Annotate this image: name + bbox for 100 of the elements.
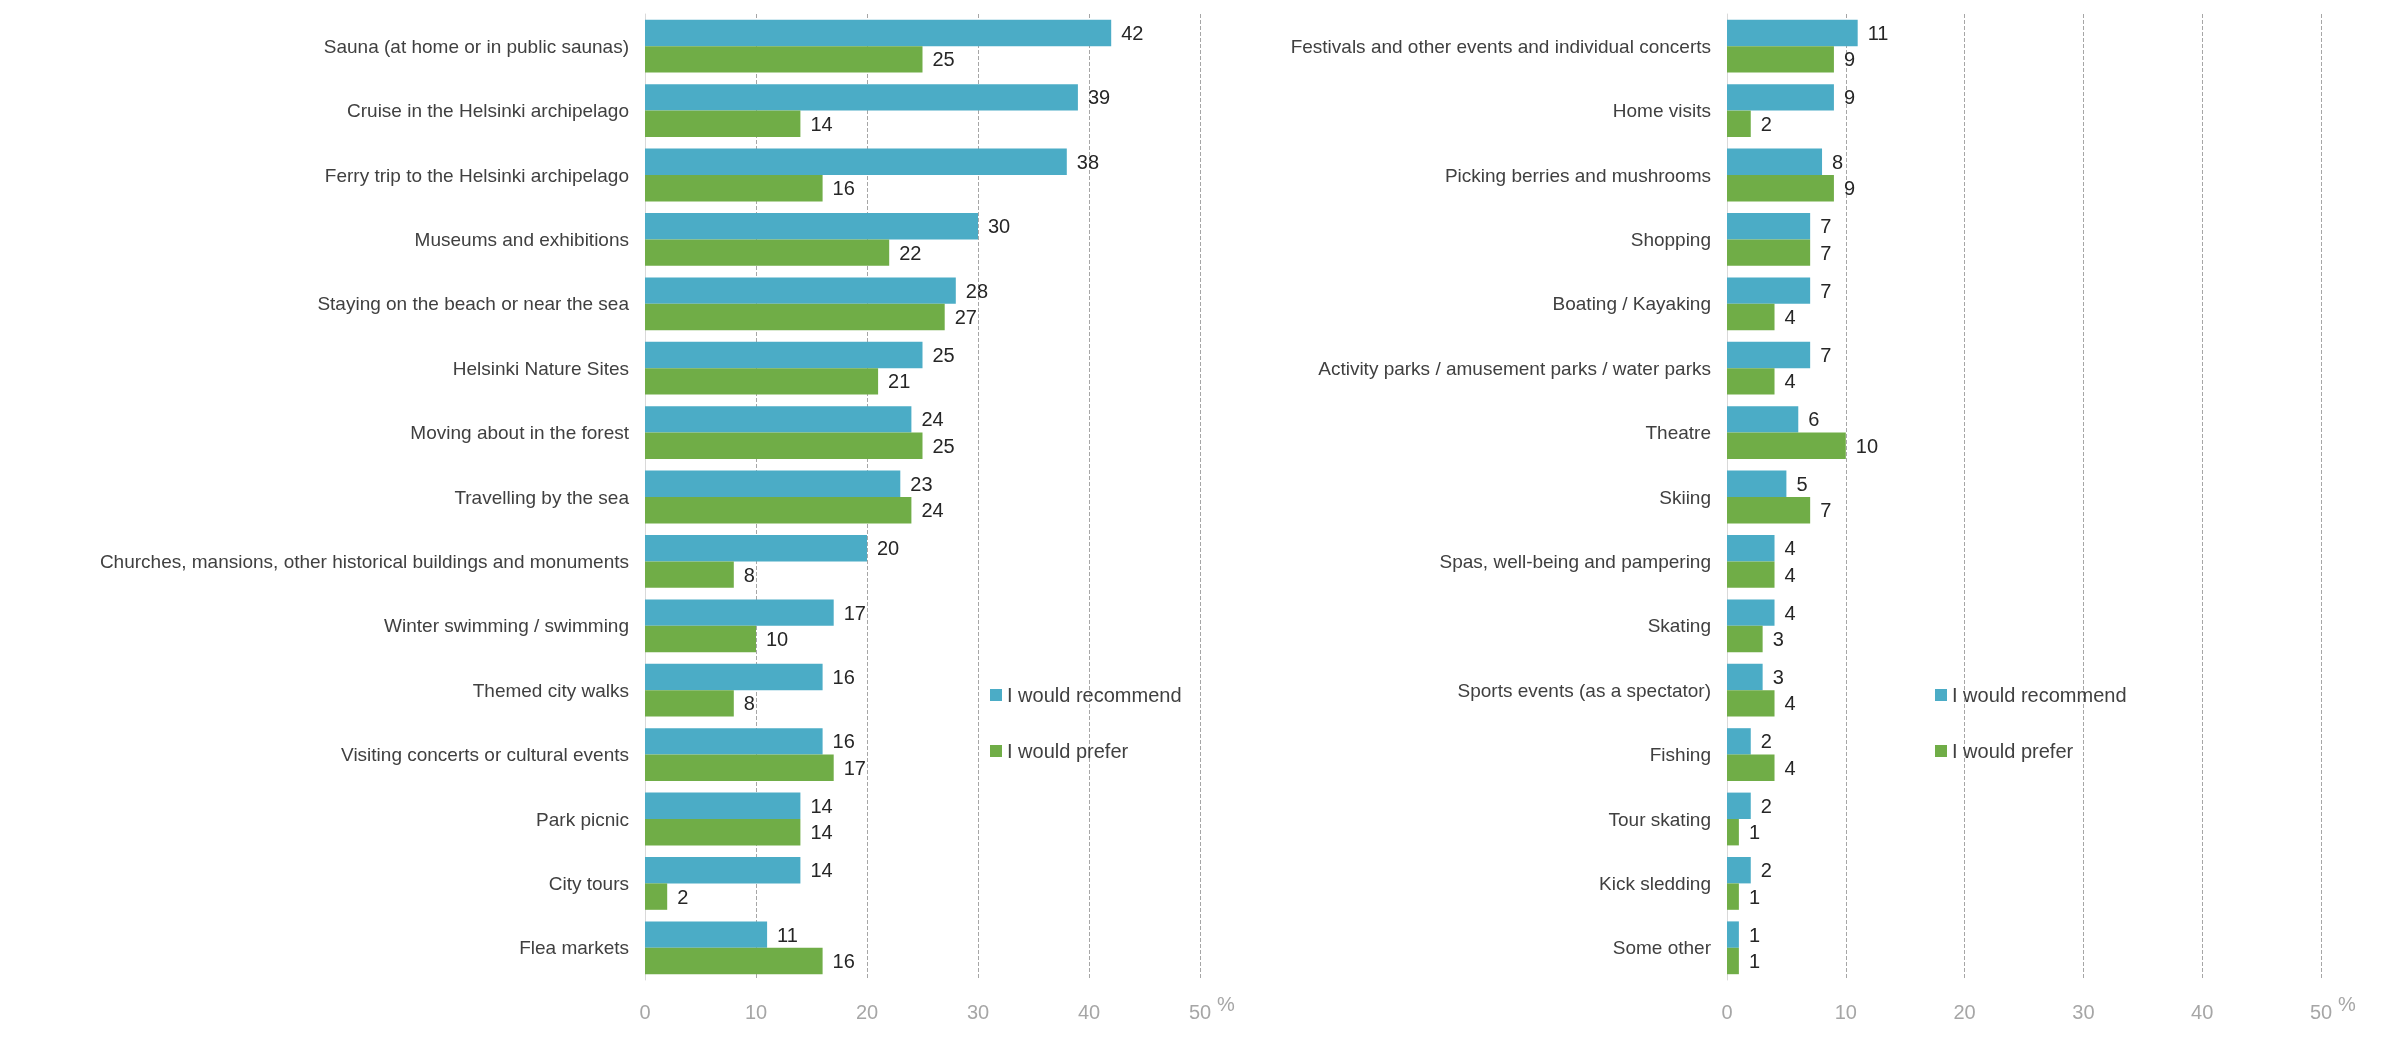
- y-tick-label: Fishing: [1649, 744, 1711, 766]
- data-label: 16: [832, 666, 855, 688]
- bar: [645, 792, 801, 819]
- data-label: 5: [1796, 472, 1808, 495]
- bar: [1727, 535, 1775, 562]
- data-label: 4: [1784, 537, 1796, 560]
- data-label: 8: [743, 692, 755, 715]
- bar: [645, 883, 668, 910]
- x-tick-label: 20: [1953, 1001, 1976, 1023]
- data-label: 8: [743, 563, 755, 586]
- bar: [645, 303, 945, 331]
- data-label: 1: [1748, 885, 1761, 908]
- bar: [645, 19, 1112, 47]
- data-label: 4: [1784, 370, 1796, 393]
- bar: [1727, 625, 1763, 653]
- data-label: 4: [1784, 563, 1796, 586]
- bar: [1727, 148, 1823, 175]
- x-tick-label: 50: [1188, 1001, 1212, 1023]
- bar: [1727, 213, 1811, 240]
- bar: [1727, 599, 1775, 626]
- x-tick-label: 10: [744, 1001, 768, 1023]
- data-label: 38: [1076, 150, 1100, 173]
- bar: [1727, 470, 1787, 497]
- data-label: 14: [810, 112, 833, 135]
- data-label: 25: [932, 48, 955, 71]
- data-label: 4: [1784, 692, 1796, 715]
- x-tick-label: 20: [855, 1001, 879, 1023]
- bar: [645, 921, 768, 948]
- bar: [645, 561, 734, 588]
- bar: [645, 148, 1067, 175]
- data-label: 27: [954, 306, 977, 328]
- y-tick-label: Visiting concerts or cultural events: [341, 744, 629, 766]
- data-label: 9: [1843, 177, 1856, 200]
- y-tick-label: Shopping: [1630, 228, 1711, 250]
- data-label: 3: [1772, 628, 1784, 650]
- bar: [645, 213, 978, 240]
- y-tick-label: Boating / Kayaking: [1552, 293, 1711, 315]
- bar: [645, 754, 834, 781]
- x-tick-label: 30: [966, 1001, 990, 1023]
- bar: [1727, 663, 1763, 691]
- data-label: 24: [921, 499, 944, 522]
- data-label: 25: [932, 344, 955, 366]
- bar: [1727, 883, 1739, 910]
- data-label: 21: [888, 370, 911, 393]
- y-tick-label: Helsinki Nature Sites: [452, 357, 629, 379]
- y-tick-label: Staying on the beach or near the sea: [317, 293, 630, 315]
- y-tick-label: Museums and exhibitions: [414, 228, 629, 250]
- data-label: 2: [1760, 794, 1772, 817]
- data-label: 3: [1772, 666, 1784, 688]
- data-label: 39: [1087, 86, 1111, 109]
- data-label: 23: [910, 472, 933, 495]
- y-tick-label: Moving about in the forest: [410, 422, 630, 444]
- bar: [1727, 561, 1775, 588]
- bar: [1727, 819, 1739, 846]
- bar: [645, 239, 890, 266]
- bar: [645, 947, 823, 975]
- bar: [1727, 857, 1751, 884]
- bar: [645, 857, 801, 884]
- data-label: 17: [843, 756, 866, 779]
- bar: [1727, 341, 1811, 369]
- data-label: 4: [1784, 756, 1796, 779]
- x-tick-label: 40: [2191, 1001, 2214, 1023]
- data-label: 7: [1820, 215, 1832, 238]
- data-label: 16: [832, 950, 855, 972]
- bar: [1727, 110, 1751, 137]
- y-tick-label: Tour skating: [1608, 808, 1711, 830]
- bar: [645, 110, 801, 137]
- data-label: 42: [1121, 22, 1144, 44]
- data-label: 8: [1832, 150, 1844, 173]
- x-tick-label: 40: [1077, 1001, 1101, 1023]
- y-tick-label: Festivals and other events and individual concerts: [1290, 35, 1711, 57]
- x-tick-label: 50: [2309, 1001, 2333, 1023]
- x-axis-title: %: [1217, 993, 1236, 1015]
- x-tick-label: 0: [639, 1001, 651, 1023]
- bar: [1727, 19, 1858, 47]
- bar: [645, 470, 901, 497]
- data-label: 9: [1843, 86, 1856, 109]
- bar: [1727, 175, 1834, 202]
- data-label: 7: [1820, 344, 1832, 366]
- y-tick-label: Theatre: [1645, 422, 1711, 444]
- data-label: 10: [1855, 434, 1879, 457]
- y-tick-label: Flea markets: [519, 937, 629, 959]
- bar: [645, 46, 923, 73]
- data-label: 2: [1760, 730, 1772, 753]
- bar: [1727, 406, 1799, 433]
- data-label: 14: [810, 859, 833, 882]
- data-label: 9: [1843, 48, 1856, 71]
- bar: [645, 341, 923, 369]
- legend-label: I would prefer: [1007, 740, 1129, 762]
- data-label: 30: [988, 215, 1011, 238]
- legend-label: I would recommend: [1952, 684, 2127, 706]
- bar: [645, 368, 879, 395]
- bar: [1727, 921, 1739, 948]
- bar: [645, 690, 734, 717]
- data-label: 20: [877, 537, 900, 560]
- y-tick-label: Sports events (as a spectator): [1457, 679, 1711, 701]
- y-tick-label: Some other: [1612, 937, 1712, 959]
- data-label: 17: [843, 601, 866, 624]
- y-tick-label: Spas, well-being and pampering: [1439, 550, 1711, 572]
- data-label: 4: [1784, 601, 1796, 624]
